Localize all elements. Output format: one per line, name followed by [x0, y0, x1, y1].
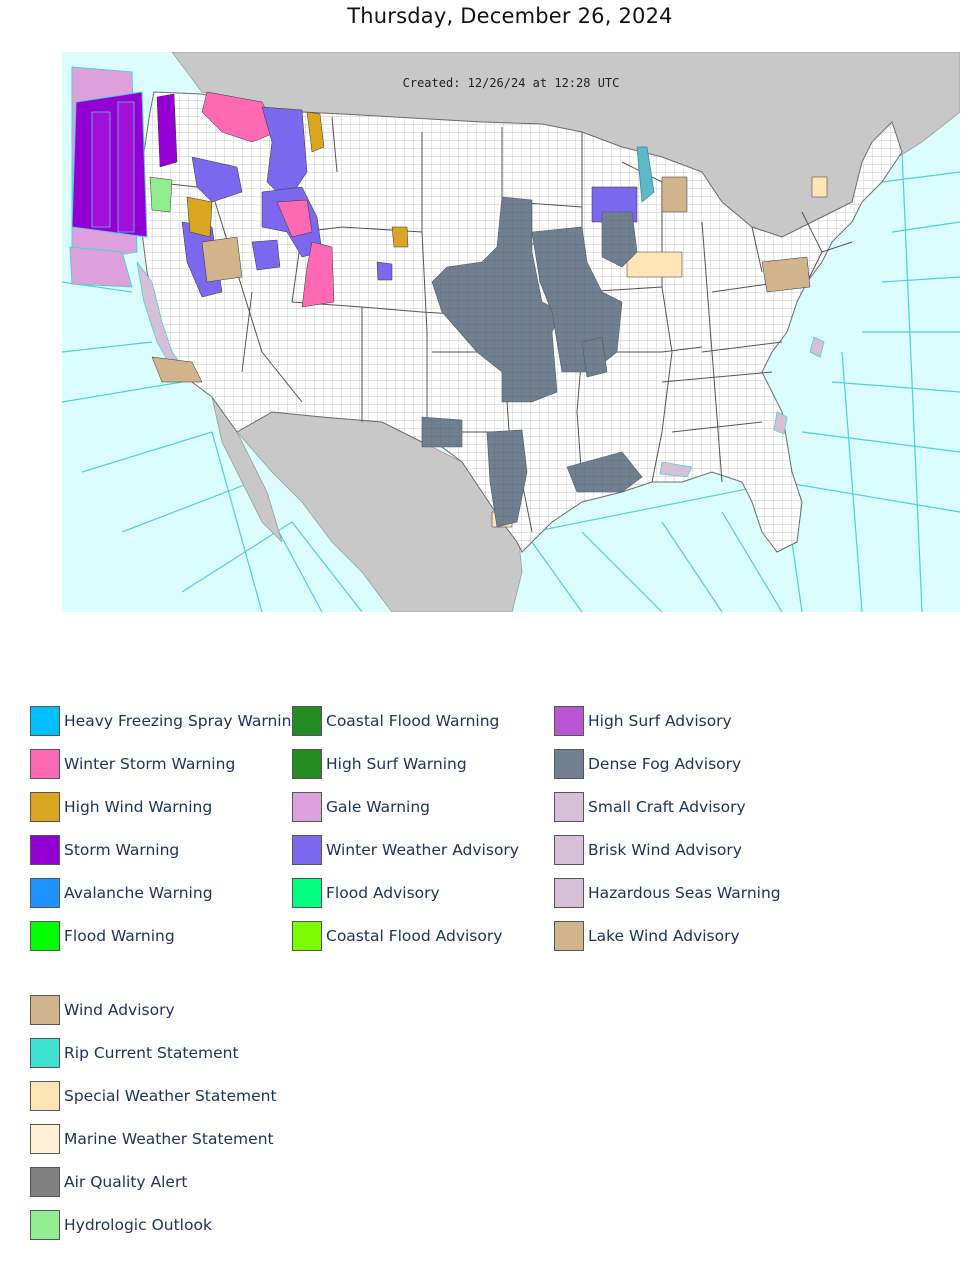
- legend-item-high-wind-warning: High Wind Warning: [30, 791, 212, 823]
- legend-swatch: [554, 835, 584, 865]
- legend-label: Hazardous Seas Warning: [588, 884, 781, 902]
- legend-swatch: [30, 921, 60, 951]
- legend-item-flood-warning: Flood Warning: [30, 920, 175, 952]
- legend-swatch: [30, 835, 60, 865]
- legend-label: Coastal Flood Warning: [326, 712, 500, 730]
- legend-item-coastal-flood-advisory: Coastal Flood Advisory: [292, 920, 502, 952]
- legend-swatch: [30, 878, 60, 908]
- legend-swatch: [30, 1210, 60, 1240]
- legend-swatch: [554, 706, 584, 736]
- legend-swatch: [30, 706, 60, 736]
- legend-label: Wind Advisory: [64, 1001, 175, 1019]
- dense-fog-region: [421, 196, 643, 528]
- legend-label: High Surf Warning: [326, 755, 467, 773]
- legend-swatch: [30, 1124, 60, 1154]
- legend-label: Flood Advisory: [326, 884, 440, 902]
- legend-label: High Surf Advisory: [588, 712, 732, 730]
- legend-swatch: [30, 792, 60, 822]
- legend-item-air-quality-alert: Air Quality Alert: [30, 1166, 187, 1198]
- legend-label: Flood Warning: [64, 927, 175, 945]
- legend-item-gale-warning: Gale Warning: [292, 791, 430, 823]
- legend-item-high-surf-advisory: High Surf Advisory: [554, 705, 732, 737]
- legend-item-high-surf-warning: High Surf Warning: [292, 748, 467, 780]
- legend-swatch: [30, 1038, 60, 1068]
- legend-item-coastal-flood-warning: Coastal Flood Warning: [292, 705, 499, 737]
- legend-item-heavy-freezing-spray-warning: Heavy Freezing Spray Warning: [30, 705, 301, 737]
- legend-swatch: [554, 878, 584, 908]
- legend-swatch: [292, 835, 322, 865]
- legend-label: Lake Wind Advisory: [588, 927, 740, 945]
- legend-item-rip-current-statement: Rip Current Statement: [30, 1037, 239, 1069]
- legend-label: Heavy Freezing Spray Warning: [64, 712, 302, 730]
- legend-swatch: [554, 792, 584, 822]
- hazards-map: Created: 12/26/24 at 12:28 UTC: [62, 52, 960, 612]
- legend-label: Dense Fog Advisory: [588, 755, 742, 773]
- legend-item-avalanche-warning: Avalanche Warning: [30, 877, 213, 909]
- legend-label: Coastal Flood Advisory: [326, 927, 503, 945]
- legend-swatch: [30, 995, 60, 1025]
- legend-label: Small Craft Advisory: [588, 798, 746, 816]
- legend-item-dense-fog-advisory: Dense Fog Advisory: [554, 748, 741, 780]
- legend-swatch: [292, 706, 322, 736]
- legend-swatch: [30, 1081, 60, 1111]
- legend-item-winter-storm-warning: Winter Storm Warning: [30, 748, 235, 780]
- legend-item-hazardous-seas-warning: Hazardous Seas Warning: [554, 877, 781, 909]
- legend-label: High Wind Warning: [64, 798, 213, 816]
- legend-label: Hydrologic Outlook: [64, 1216, 212, 1234]
- legend-item-brisk-wind-advisory: Brisk Wind Advisory: [554, 834, 742, 866]
- legend-label: Brisk Wind Advisory: [588, 841, 742, 859]
- legend-swatch: [292, 921, 322, 951]
- legend-item-marine-weather-statement: Marine Weather Statement: [30, 1123, 274, 1155]
- legend-item-winter-weather-advisory: Winter Weather Advisory: [292, 834, 519, 866]
- legend-item-special-weather-statement: Special Weather Statement: [30, 1080, 277, 1112]
- legend-label: Gale Warning: [326, 798, 431, 816]
- legend-label: Storm Warning: [64, 841, 180, 859]
- marine-hazards: [69, 66, 825, 478]
- legend-swatch: [30, 749, 60, 779]
- legend-label: Rip Current Statement: [64, 1044, 239, 1062]
- legend-label: Air Quality Alert: [64, 1173, 188, 1191]
- legend-label: Winter Storm Warning: [64, 755, 236, 773]
- legend-item-wind-advisory: Wind Advisory: [30, 994, 175, 1026]
- legend-swatch: [292, 878, 322, 908]
- legend-label: Special Weather Statement: [64, 1087, 277, 1105]
- legend-swatch: [292, 749, 322, 779]
- legend-item-storm-warning: Storm Warning: [30, 834, 179, 866]
- legend-item-flood-advisory: Flood Advisory: [292, 877, 440, 909]
- legend-item-hydrologic-outlook: Hydrologic Outlook: [30, 1209, 212, 1241]
- legend-label: Marine Weather Statement: [64, 1130, 274, 1148]
- legend-label: Avalanche Warning: [64, 884, 213, 902]
- legend-item-small-craft-advisory: Small Craft Advisory: [554, 791, 746, 823]
- legend-swatch: [292, 792, 322, 822]
- legend-swatch: [554, 921, 584, 951]
- page-title: Thursday, December 26, 2024: [347, 4, 673, 28]
- legend-swatch: [30, 1167, 60, 1197]
- legend-swatch: [554, 749, 584, 779]
- created-timestamp: Created: 12/26/24 at 12:28 UTC: [402, 76, 620, 90]
- legend-label: Winter Weather Advisory: [326, 841, 519, 859]
- map-svg: [62, 52, 960, 612]
- legend-item-lake-wind-advisory: Lake Wind Advisory: [554, 920, 740, 952]
